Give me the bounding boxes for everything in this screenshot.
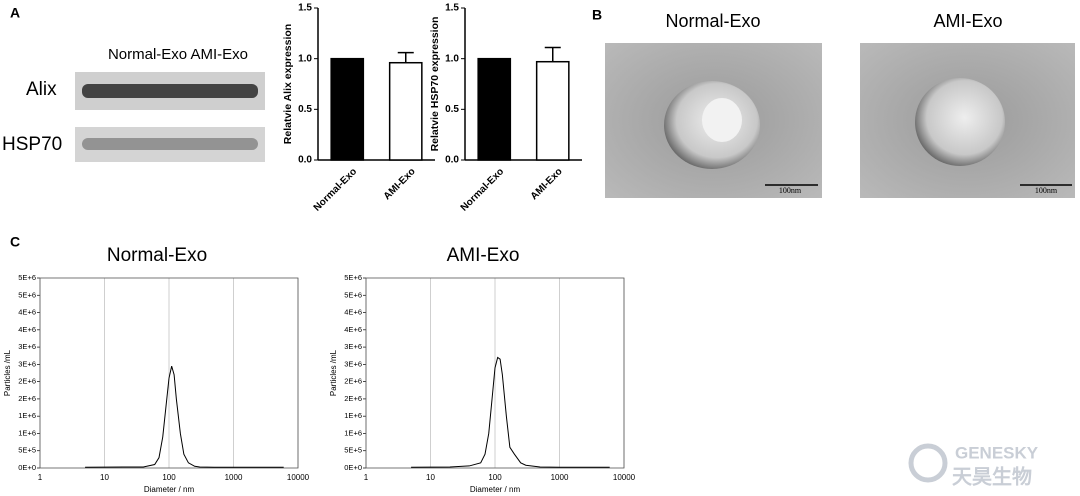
size-distribution — [411, 356, 610, 468]
watermark-logo — [908, 443, 948, 483]
y-axis-label: Particles /mL — [329, 349, 338, 396]
y-tick-label: 1E+6 — [18, 411, 36, 420]
y-tick-label: 1.5 — [445, 3, 459, 14]
blot-band — [82, 84, 258, 98]
x-tick-label: 1000 — [225, 473, 243, 482]
y-tick-label: 2E+6 — [344, 394, 362, 403]
y-tick-label: 1.0 — [298, 53, 312, 64]
panel-label: B — [592, 7, 602, 23]
x-tick-label: Normal-Exo — [312, 166, 359, 213]
blot-lanes: Normal-Exo AMI-Exo — [108, 46, 248, 63]
y-tick-label: 4E+6 — [18, 325, 36, 334]
x-tick-label: 1000 — [551, 473, 569, 482]
y-tick-label: 5E+6 — [18, 273, 36, 282]
y-tick-label: 3E+6 — [18, 359, 36, 368]
y-axis-label: Relatvie Alix expression — [282, 24, 294, 144]
plot-frame — [365, 277, 625, 469]
y-tick-label: 4E+6 — [344, 308, 362, 317]
plot-frame — [39, 277, 299, 469]
y-tick-label: 0.0 — [298, 155, 312, 166]
x-axis-label: Diameter / nm — [470, 485, 521, 494]
y-tick-label: 5E+5 — [18, 446, 36, 455]
vesicle — [915, 78, 1005, 166]
y-tick-label: 2E+6 — [18, 377, 36, 386]
y-tick-label: 0.5 — [445, 104, 459, 115]
x-tick-label: 10 — [100, 473, 109, 482]
y-tick-label: 0.0 — [445, 155, 459, 166]
y-tick-label: 3E+6 — [344, 342, 362, 351]
blot-label: Alix — [26, 79, 57, 100]
x-tick-label: AMI-Exo — [382, 166, 418, 202]
bar — [535, 60, 570, 161]
x-tick-label: 10000 — [287, 473, 310, 482]
y-tick-label: 4E+6 — [344, 325, 362, 334]
y-tick-label: 0.5 — [298, 104, 312, 115]
panel-label: C — [10, 234, 20, 250]
y-tick-label: 5E+6 — [18, 290, 36, 299]
y-tick-label: 1E+6 — [18, 428, 36, 437]
x-tick-label: 100 — [488, 473, 502, 482]
watermark: 天昊生物 — [952, 464, 1032, 488]
y-tick-label: 1E+6 — [344, 428, 362, 437]
blot-label: HSP70 — [2, 134, 62, 155]
scale-label: 100nm — [1035, 186, 1058, 195]
size-distribution — [85, 365, 284, 468]
bar — [330, 57, 365, 161]
y-tick-label: 4E+6 — [18, 308, 36, 317]
y-tick-label: 1.0 — [445, 53, 459, 64]
y-axis-label: Particles /mL — [3, 349, 12, 396]
y-tick-label: 0E+0 — [344, 463, 362, 472]
chart-title: AMI-Exo — [447, 245, 520, 266]
x-tick-label: 100 — [162, 473, 176, 482]
y-axis-label: Relatvie HSP70 expression — [429, 17, 441, 152]
y-tick-label: 1.5 — [298, 3, 312, 14]
bar — [388, 61, 423, 161]
panel-label: A — [10, 5, 20, 21]
y-tick-label: 3E+6 — [344, 359, 362, 368]
y-tick-label: 0E+0 — [18, 463, 36, 472]
y-tick-label: 2E+6 — [18, 394, 36, 403]
tem-title: AMI-Exo — [933, 11, 1002, 31]
vesicle-core — [702, 98, 742, 142]
y-tick-label: 5E+5 — [344, 446, 362, 455]
y-tick-label: 5E+6 — [344, 273, 362, 282]
y-tick-label: 1E+6 — [344, 411, 362, 420]
x-tick-label: 1 — [38, 473, 43, 482]
y-tick-label: 3E+6 — [18, 342, 36, 351]
bar — [477, 57, 512, 161]
x-tick-label: 10 — [426, 473, 435, 482]
y-tick-label: 2E+6 — [344, 377, 362, 386]
scale-label: 100nm — [779, 186, 802, 195]
x-tick-label: Normal-Exo — [459, 166, 506, 213]
tem-title: Normal-Exo — [665, 11, 760, 31]
blot-band — [82, 138, 258, 150]
x-tick-label: AMI-Exo — [529, 166, 565, 202]
y-tick-label: 5E+6 — [344, 290, 362, 299]
watermark: GENESKY — [955, 443, 1039, 462]
x-tick-label: 10000 — [613, 473, 636, 482]
x-tick-label: 1 — [364, 473, 369, 482]
x-axis-label: Diameter / nm — [144, 485, 195, 494]
chart-title: Normal-Exo — [107, 245, 207, 266]
